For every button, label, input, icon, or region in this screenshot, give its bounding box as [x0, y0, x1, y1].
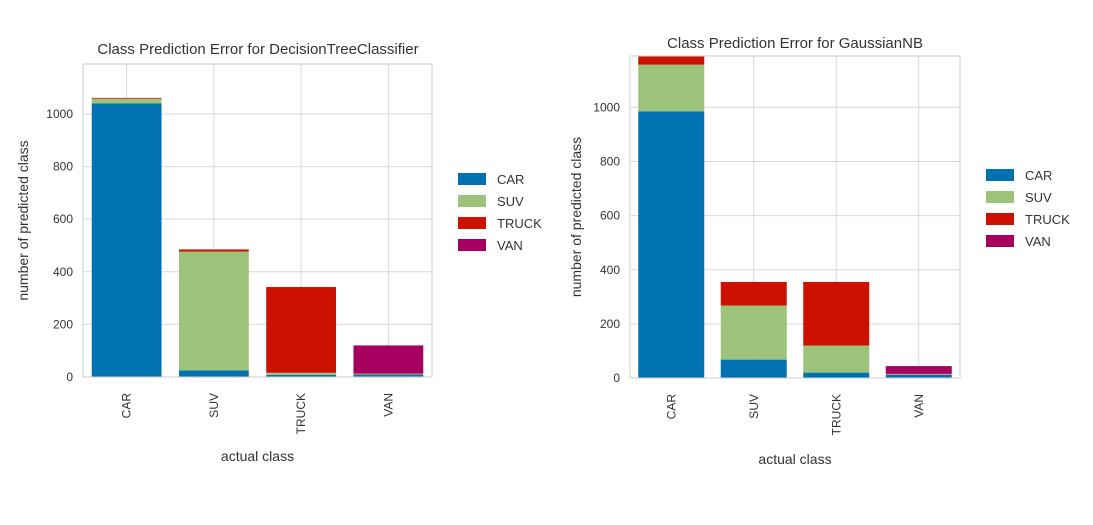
legend-swatch-car — [458, 173, 486, 185]
bar-truck-van — [353, 373, 424, 374]
chart-decisiontree: 0 200 400 600 800 1000 CAR SUV TRUCK VAN Class Pre… — [15, 41, 542, 464]
bar-suv-van — [353, 373, 424, 375]
x-tick-label: VAN — [912, 394, 926, 418]
legend-label-car: CAR — [497, 172, 524, 187]
y-axis-label: number of predicted class — [15, 140, 31, 300]
bar-truck-suv — [178, 249, 249, 252]
bar-suv-car — [638, 64, 705, 112]
y-tick-label: 200 — [53, 317, 73, 331]
bar-car-van — [353, 374, 424, 377]
bar-car-truck — [266, 374, 337, 377]
bar-suv-suv — [720, 305, 787, 360]
bar-suv-car — [91, 98, 162, 104]
y-tick-label: 600 — [53, 212, 73, 226]
bar-truck-car — [638, 56, 705, 65]
x-tick-label: VAN — [381, 393, 395, 417]
chart-title: Class Prediction Error for GaussianNB — [667, 35, 923, 52]
y-tick-label: 0 — [613, 371, 620, 385]
y-tick-label: 800 — [53, 160, 73, 174]
x-tick-label: CAR — [120, 393, 134, 419]
legend-label-truck: TRUCK — [497, 216, 542, 231]
chart-gaussiannb: 0 200 400 600 800 1000 CAR SUV TRUCK VAN Class Pre… — [568, 35, 1070, 467]
x-tick-label: SUV — [747, 394, 761, 419]
bar-suv-van — [885, 374, 952, 375]
y-tick-label: 1000 — [46, 107, 73, 121]
bar-suv-truck — [266, 372, 337, 375]
x-axis-label: actual class — [221, 448, 294, 464]
legend-label-suv: SUV — [1025, 190, 1052, 205]
x-tick-label: TRUCK — [294, 393, 308, 434]
y-tick-label: 0 — [66, 370, 73, 384]
legend-swatch-van — [986, 235, 1014, 247]
bar-car-car — [91, 103, 162, 377]
plot-border — [82, 63, 433, 378]
legend-swatch-car — [986, 169, 1014, 181]
y-axis-label: number of predicted class — [568, 137, 584, 297]
legend-label-van: VAN — [1025, 234, 1051, 249]
x-tick-label: SUV — [207, 393, 221, 418]
bar-truck-van — [885, 373, 952, 375]
legend-swatch-truck — [986, 213, 1014, 225]
legend-label-van: VAN — [497, 238, 523, 253]
bar-truck-suv — [720, 281, 787, 306]
y-tick-label: 200 — [600, 317, 620, 331]
bar-suv-suv — [178, 251, 249, 371]
bar-van-van — [353, 345, 424, 374]
bar-truck-truck — [803, 281, 870, 346]
y-tick-label: 1000 — [593, 100, 620, 114]
legend-label-car: CAR — [1025, 168, 1052, 183]
x-axis-label: actual class — [758, 451, 831, 467]
plot-border — [629, 55, 961, 379]
x-tick-label: CAR — [664, 394, 678, 420]
bar-car-van — [885, 374, 952, 378]
legend-swatch-suv — [458, 195, 486, 207]
bar-suv-truck — [803, 345, 870, 373]
x-tick-label: TRUCK — [829, 394, 843, 435]
bar-car-suv — [178, 370, 249, 377]
bar-truck-truck — [266, 287, 337, 373]
legend-label-suv: SUV — [497, 194, 524, 209]
bar-van-van — [885, 366, 952, 374]
legend-swatch-truck — [458, 217, 486, 229]
legend-swatch-van — [458, 239, 486, 251]
legend-swatch-suv — [986, 191, 1014, 203]
y-tick-label: 400 — [53, 265, 73, 279]
bar-car-suv — [720, 359, 787, 378]
bar-car-car — [638, 111, 705, 379]
legend-label-truck: TRUCK — [1025, 212, 1070, 227]
bar-car-truck — [803, 372, 870, 378]
y-tick-label: 400 — [600, 263, 620, 277]
chart-title: Class Prediction Error for DecisionTreeC… — [97, 41, 418, 58]
bar-truck-car — [91, 97, 162, 99]
y-tick-label: 600 — [600, 209, 620, 223]
y-tick-label: 800 — [600, 155, 620, 169]
